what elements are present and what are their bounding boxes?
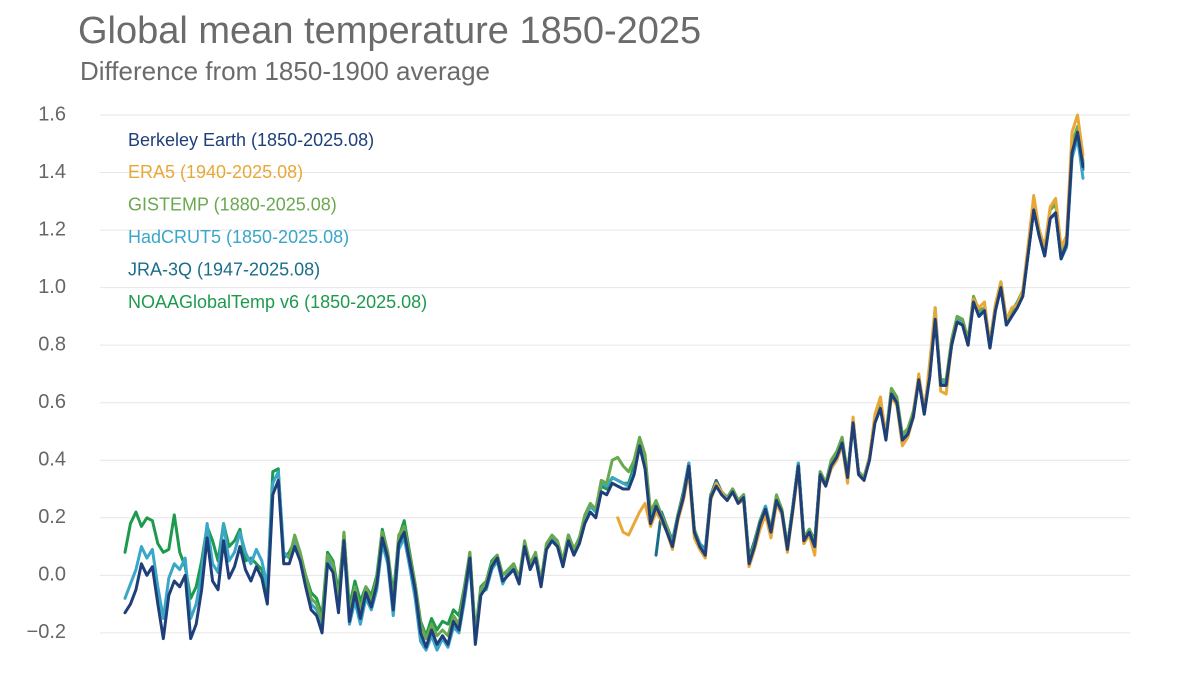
legend-entry: ERA5 (1940-2025.08) — [128, 162, 303, 182]
y-tick-label: 0.0 — [38, 564, 66, 586]
y-tick-label: 0.2 — [38, 506, 66, 528]
legend-entry: HadCRUT5 (1850-2025.08) — [128, 227, 349, 247]
series-line — [123, 130, 1085, 649]
legend-entry: Berkeley Earth (1850-2025.08) — [128, 130, 374, 150]
plot-lines — [123, 113, 1085, 652]
legend: Berkeley Earth (1850-2025.08) ERA5 (1940-… — [128, 130, 427, 312]
y-tick-label: 0.4 — [38, 449, 66, 471]
y-tick-label: 0.6 — [38, 391, 66, 413]
chart-title: Global mean temperature 1850-2025 — [78, 10, 701, 52]
y-tick-label: −0.2 — [27, 621, 66, 643]
legend-entry: JRA-3Q (1947-2025.08) — [128, 259, 320, 279]
y-tick-label: 0.8 — [38, 333, 66, 355]
y-tick-label: 1.0 — [38, 276, 66, 298]
y-tick-label: 1.4 — [38, 161, 66, 183]
grid: −0.2 0.0 0.2 0.4 0.6 0.8 1.0 1.2 1.4 1.6 — [27, 103, 1130, 643]
y-tick-label: 1.6 — [38, 103, 66, 125]
y-tick-label: 1.2 — [38, 218, 66, 240]
legend-entry: GISTEMP (1880-2025.08) — [128, 195, 337, 215]
legend-entry: NOAAGlobalTemp v6 (1850-2025.08) — [128, 292, 427, 312]
series-line — [616, 113, 1085, 569]
chart-subtitle: Difference from 1850-1900 average — [80, 56, 490, 86]
